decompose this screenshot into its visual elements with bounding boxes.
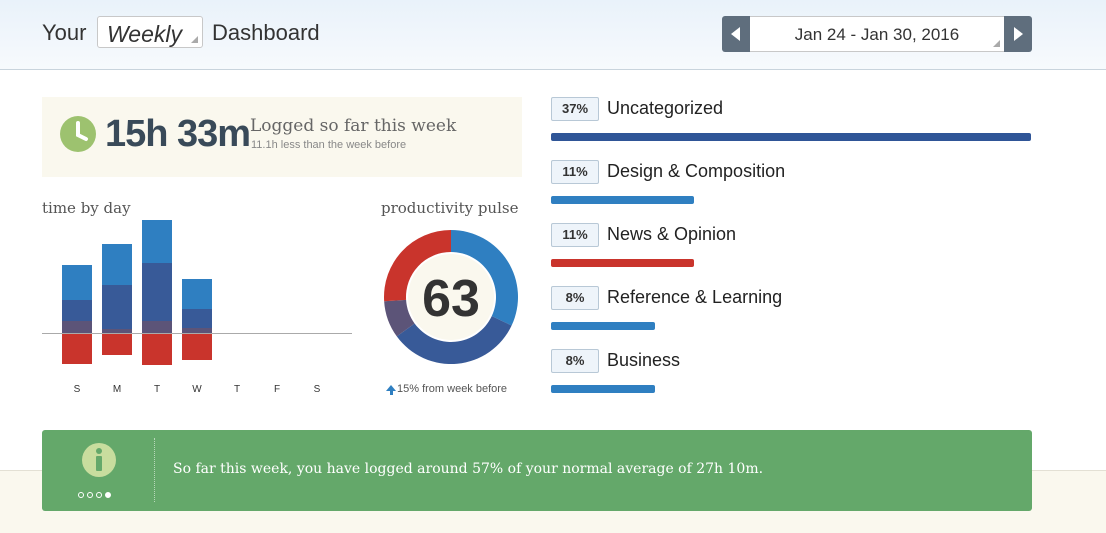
category-row[interactable]: 37% Uncategorized	[551, 97, 1031, 147]
category-name: News & Opinion	[607, 224, 737, 244]
day-bar-segment	[102, 285, 132, 329]
resize-corner-icon	[191, 36, 198, 43]
info-icon	[82, 443, 116, 477]
day-bar-distracting	[182, 334, 212, 360]
category-row[interactable]: 8% Reference & Learning	[551, 286, 1031, 336]
pagination-dot[interactable]	[78, 492, 84, 498]
category-name: Design & Composition	[607, 161, 786, 181]
pagination-dot[interactable]	[96, 492, 102, 498]
day-bar-distracting	[62, 334, 92, 364]
day-bar-segment	[182, 328, 212, 333]
day-bar-segment	[142, 263, 172, 321]
category-row[interactable]: 11% News & Opinion	[551, 223, 1031, 273]
pulse-slice	[451, 230, 518, 326]
arrow-right-icon	[1014, 27, 1023, 41]
category-percent: 8%	[551, 349, 599, 373]
total-logged-time: 15h 33m	[105, 113, 251, 155]
previous-week-button[interactable]	[722, 16, 750, 52]
day-bar-segment	[62, 265, 92, 300]
logged-summary: 15h 33m Logged so far this week 11.1h le…	[42, 97, 522, 177]
period-select[interactable]: Weekly	[97, 16, 203, 48]
pulse-slice	[384, 299, 415, 337]
pulse-score: 63	[422, 270, 480, 328]
title-suffix: Dashboard	[212, 20, 320, 45]
logged-label: Logged so far this week	[250, 116, 457, 136]
dashboard-header: Your Weekly Dashboard Jan 24 - Jan 30, 2…	[0, 0, 1106, 70]
day-label: S	[73, 384, 81, 395]
title-prefix: Your	[42, 20, 87, 45]
category-bar	[551, 259, 694, 267]
day-label: S	[313, 384, 321, 395]
resize-corner-icon	[993, 40, 1000, 47]
category-bar	[551, 322, 655, 330]
time-by-day-title: time by day	[42, 199, 131, 217]
pagination-dot-active[interactable]	[105, 492, 111, 498]
date-range-value: Jan 24 - Jan 30, 2016	[794, 25, 960, 44]
productivity-pulse-title: productivity pulse	[381, 199, 519, 217]
category-percent: 11%	[551, 223, 599, 247]
period-select-value: Weekly	[107, 21, 182, 47]
category-row[interactable]: 8% Business	[551, 349, 1031, 399]
banner-divider	[154, 438, 155, 502]
category-name: Uncategorized	[607, 98, 724, 118]
category-percent: 11%	[551, 160, 599, 184]
day-label: T	[153, 384, 161, 395]
info-banner: So far this week, you have logged around…	[42, 430, 1032, 511]
category-percent: 8%	[551, 286, 599, 310]
pulse-slice	[384, 230, 451, 302]
day-bar-segment	[142, 321, 172, 333]
day-label: T	[233, 384, 241, 395]
day-label: M	[112, 384, 122, 395]
day-bar-distracting	[142, 334, 172, 365]
day-bar-distracting	[102, 334, 132, 355]
day-bar-segment	[182, 309, 212, 328]
category-name: Reference & Learning	[607, 287, 783, 307]
productivity-pulse-chart: 63	[384, 230, 518, 364]
day-label: W	[192, 384, 202, 395]
pagination-dot[interactable]	[87, 492, 93, 498]
category-bar	[551, 196, 694, 204]
category-percent: 37%	[551, 97, 599, 121]
banner-message: So far this week, you have logged around…	[173, 461, 764, 477]
category-name: Business	[607, 350, 681, 370]
clock-icon	[60, 116, 96, 152]
day-bar-segment	[142, 220, 172, 263]
pulse-change-note: 15% from week before	[386, 383, 507, 395]
category-bar	[551, 133, 1031, 141]
category-row[interactable]: 11% Design & Composition	[551, 160, 1031, 210]
day-bar-segment	[62, 300, 92, 321]
chart-baseline	[42, 333, 352, 334]
pulse-change-text: 15% from week before	[397, 383, 508, 395]
next-week-button[interactable]	[1004, 16, 1032, 52]
category-bar	[551, 385, 655, 393]
arrow-left-icon	[731, 27, 740, 41]
day-bar-segment	[102, 244, 132, 285]
pulse-slice	[396, 316, 512, 364]
day-bar-segment	[182, 279, 212, 309]
logged-comparison: 11.1h less than the week before	[251, 139, 407, 151]
up-arrow-icon	[386, 385, 396, 391]
day-bar-segment	[102, 329, 132, 333]
date-range-field[interactable]: Jan 24 - Jan 30, 2016	[750, 16, 1004, 52]
day-label: F	[273, 384, 281, 395]
day-bar-segment	[62, 321, 92, 333]
pagination-dots	[78, 485, 114, 503]
pulse-center	[408, 254, 494, 340]
